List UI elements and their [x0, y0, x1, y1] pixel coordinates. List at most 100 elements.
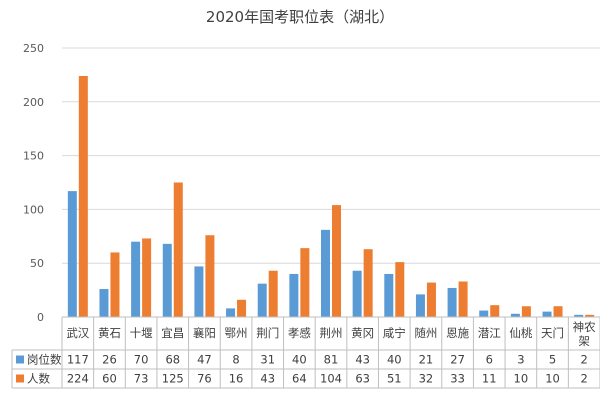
bar-positions-4	[194, 266, 204, 317]
bar-people-5	[237, 299, 247, 317]
table-value: 40	[292, 353, 307, 367]
bar-people-11	[426, 282, 436, 317]
legend-label-1: 人数	[27, 372, 50, 386]
bar-people-15	[553, 306, 563, 317]
bar-positions-7	[289, 273, 299, 317]
bar-positions-1	[99, 289, 109, 317]
bar-positions-16	[574, 314, 584, 317]
table-value: 11	[482, 372, 497, 386]
bar-positions-2	[131, 241, 141, 317]
table-value: 224	[67, 372, 89, 386]
category-label: 鄂州	[225, 326, 248, 340]
table-value: 16	[229, 372, 244, 386]
bar-positions-0	[67, 191, 77, 317]
category-label: 仙桃	[509, 326, 532, 340]
bar-positions-8	[321, 229, 330, 317]
bar-people-6	[268, 270, 278, 317]
table-value: 117	[67, 353, 89, 367]
table-value: 104	[320, 372, 342, 386]
table-value: 32	[419, 372, 434, 386]
category-label: 十堰	[130, 326, 153, 340]
table-value: 31	[260, 353, 275, 367]
category-label: 荆门	[256, 326, 279, 340]
bar-people-4	[205, 235, 215, 317]
y-tick-label: 50	[30, 257, 44, 270]
bar-positions-5	[226, 308, 236, 317]
bar-people-13	[490, 305, 500, 317]
bar-positions-13	[479, 310, 489, 317]
table-value: 33	[450, 372, 465, 386]
y-tick-label: 200	[23, 96, 44, 109]
bar-people-12	[458, 281, 468, 317]
table-value: 27	[450, 353, 465, 367]
bar-positions-10	[384, 273, 394, 317]
category-label: 随州	[414, 326, 437, 340]
table-value: 2	[581, 353, 588, 367]
bar-positions-14	[510, 313, 520, 317]
table-value: 26	[102, 353, 117, 367]
bar-people-14	[521, 306, 531, 317]
table-value: 63	[355, 372, 370, 386]
table-value: 10	[514, 372, 529, 386]
bar-positions-9	[352, 270, 362, 317]
bar-people-9	[363, 249, 373, 317]
table-value: 81	[324, 353, 339, 367]
table-value: 47	[197, 353, 212, 367]
bar-positions-3	[162, 243, 172, 317]
category-label: 恩施	[446, 326, 469, 340]
category-label: 黄石	[98, 326, 121, 340]
y-axis-ticks: 0 50 100 150 200 250	[23, 42, 44, 324]
bar-positions-11	[415, 294, 425, 317]
table-value: 6	[486, 353, 493, 367]
table-value: 60	[102, 372, 117, 386]
category-label: 黄冈	[351, 326, 374, 340]
table-value: 3	[517, 353, 524, 367]
table-value: 125	[162, 372, 184, 386]
y-tick-label: 0	[37, 311, 44, 324]
table-value: 68	[165, 353, 180, 367]
chart-title: 2020年国考职位表（湖北）	[206, 8, 394, 26]
table-value: 8	[232, 353, 239, 367]
bar-people-2	[142, 238, 152, 317]
category-label: 神农架	[573, 320, 596, 348]
table-value: 40	[387, 353, 402, 367]
y-tick-label: 100	[23, 203, 44, 216]
legend-swatch-1	[16, 374, 24, 383]
bar-positions-15	[542, 311, 552, 317]
category-label: 襄阳	[193, 326, 216, 340]
legend-swatch-0	[16, 355, 24, 364]
bar-people-16	[585, 314, 595, 317]
category-label: 宜昌	[161, 326, 184, 340]
y-tick-label: 150	[23, 150, 44, 163]
table-value: 43	[260, 372, 275, 386]
bar-positions-12	[447, 287, 457, 317]
table-value: 21	[419, 353, 434, 367]
bar-people-3	[173, 182, 183, 317]
bar-people-1	[110, 252, 120, 317]
bar-people-8	[332, 205, 341, 317]
table-value: 5	[549, 353, 556, 367]
bar-people-10	[395, 262, 405, 317]
bar-positions-6	[257, 283, 267, 317]
table-value: 51	[387, 372, 402, 386]
bars	[67, 75, 595, 317]
bar-people-0	[78, 75, 88, 317]
table-value: 43	[355, 353, 370, 367]
category-label: 天门	[541, 326, 564, 340]
table-value: 10	[545, 372, 560, 386]
category-label: 孝感	[288, 326, 311, 340]
table-value: 73	[134, 372, 149, 386]
table-value: 64	[292, 372, 307, 386]
table-value: 76	[197, 372, 212, 386]
legend-label-0: 岗位数	[27, 353, 62, 367]
category-label: 潜江	[478, 326, 501, 340]
category-label: 武汉	[66, 326, 89, 340]
category-label: 荆州	[320, 326, 343, 340]
table-value: 2	[581, 372, 588, 386]
y-tick-label: 250	[23, 42, 44, 55]
category-label: 咸宁	[383, 326, 406, 340]
table-value: 70	[134, 353, 149, 367]
